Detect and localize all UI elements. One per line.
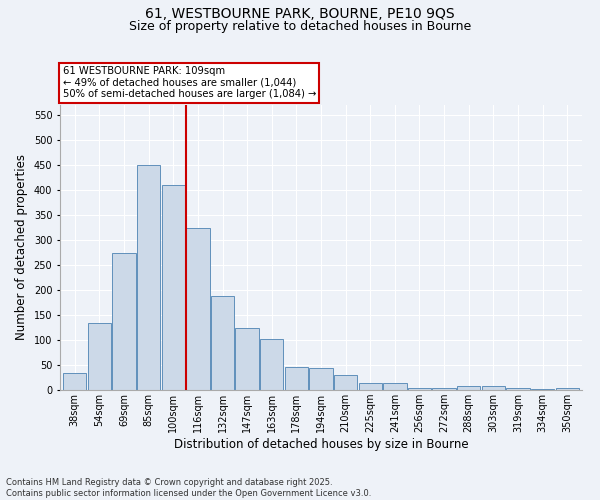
Bar xyxy=(161,185,185,390)
Bar xyxy=(186,228,209,390)
Bar xyxy=(359,382,382,390)
Bar xyxy=(334,375,358,390)
Bar xyxy=(284,367,308,390)
Bar xyxy=(137,165,160,390)
Bar xyxy=(556,388,579,390)
Bar xyxy=(88,322,111,390)
Bar xyxy=(310,368,332,390)
Text: 61, WESTBOURNE PARK, BOURNE, PE10 9QS: 61, WESTBOURNE PARK, BOURNE, PE10 9QS xyxy=(145,8,455,22)
Bar xyxy=(235,328,259,390)
Text: Size of property relative to detached houses in Bourne: Size of property relative to detached ho… xyxy=(129,20,471,33)
Bar xyxy=(408,388,431,390)
Bar xyxy=(383,382,407,390)
Bar xyxy=(531,388,554,390)
Bar xyxy=(63,372,86,390)
Bar xyxy=(482,386,505,390)
Bar xyxy=(211,296,234,390)
Bar xyxy=(433,388,456,390)
Bar xyxy=(506,388,530,390)
Bar xyxy=(457,386,481,390)
Text: 61 WESTBOURNE PARK: 109sqm
← 49% of detached houses are smaller (1,044)
50% of s: 61 WESTBOURNE PARK: 109sqm ← 49% of deta… xyxy=(62,66,316,100)
X-axis label: Distribution of detached houses by size in Bourne: Distribution of detached houses by size … xyxy=(173,438,469,451)
Bar xyxy=(260,338,283,390)
Text: Contains HM Land Registry data © Crown copyright and database right 2025.
Contai: Contains HM Land Registry data © Crown c… xyxy=(6,478,371,498)
Bar xyxy=(112,252,136,390)
Y-axis label: Number of detached properties: Number of detached properties xyxy=(15,154,28,340)
